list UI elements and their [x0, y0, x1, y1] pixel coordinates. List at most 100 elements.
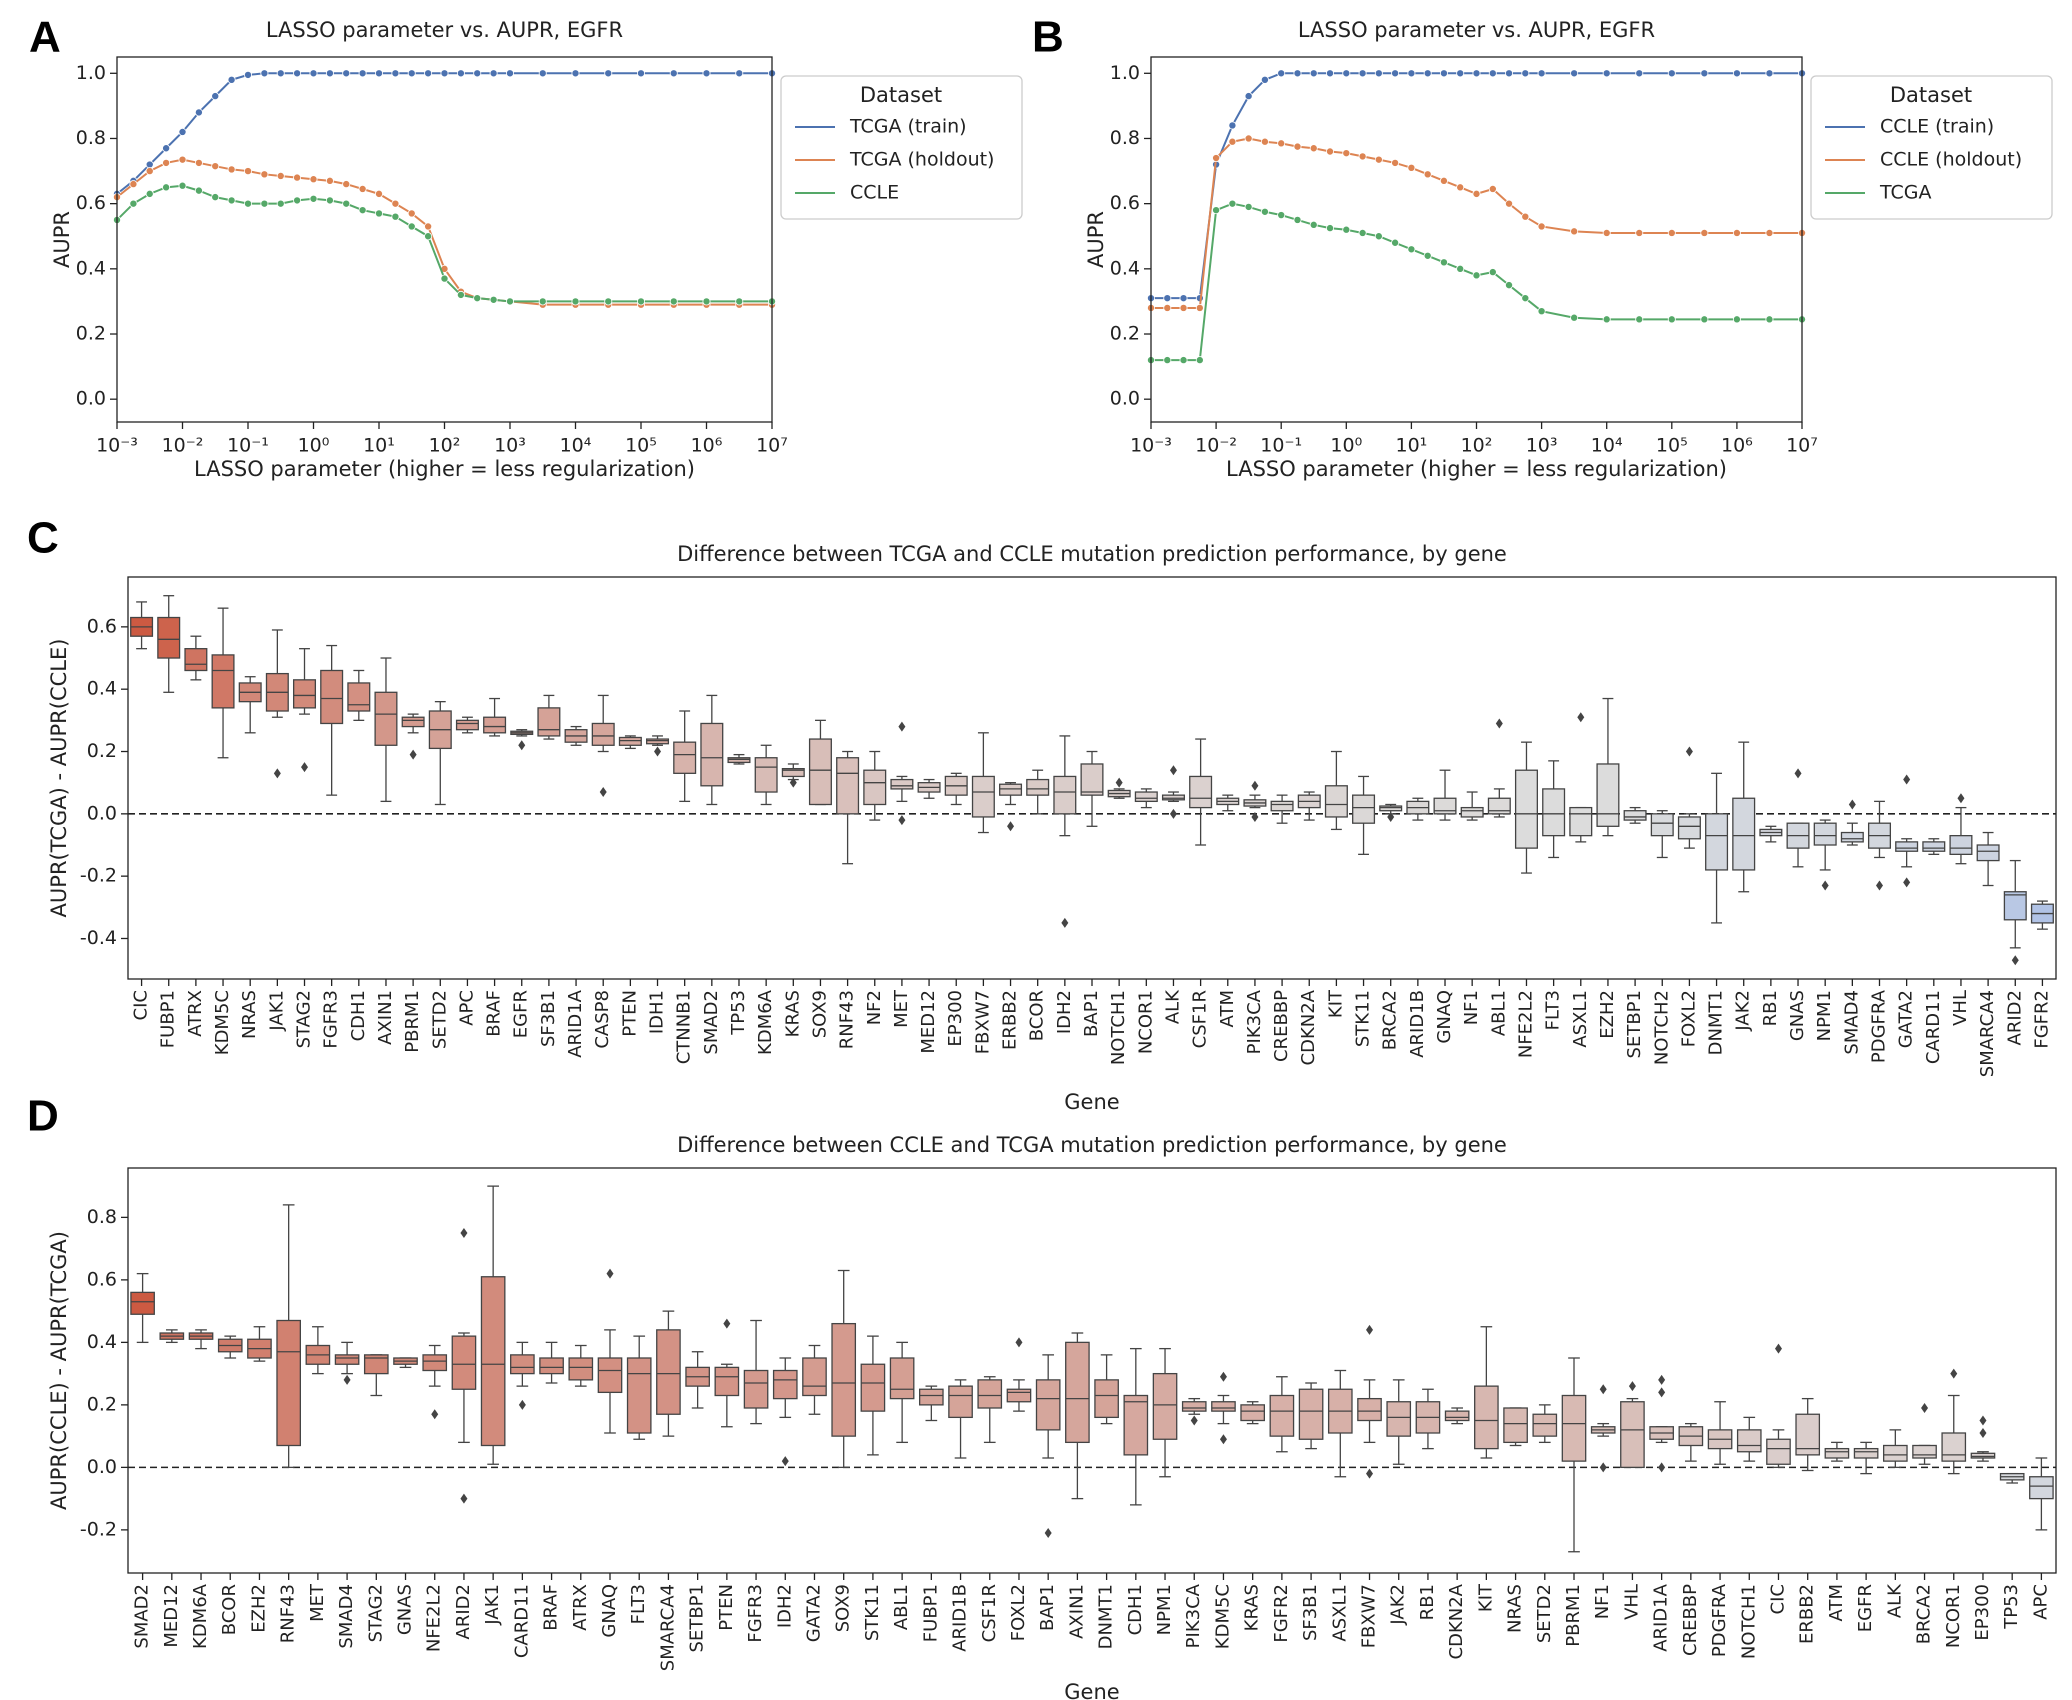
x-tick-label: 10⁷: [1786, 435, 1818, 457]
series-line: [1151, 137, 1802, 309]
series-point: [440, 69, 449, 78]
series-point: [735, 69, 744, 78]
series-point: [604, 69, 613, 78]
box: [772, 1369, 798, 1400]
series-point: [407, 69, 416, 78]
x-tick-label: DNMT1: [1706, 990, 1727, 1055]
chart-title: LASSO parameter vs. AUPR, EGFR: [1298, 18, 1655, 42]
series-point: [1342, 149, 1351, 158]
x-tick-label: VHL: [1621, 1584, 1642, 1620]
x-tick-label: EP300: [945, 990, 966, 1047]
series-point: [1456, 69, 1465, 78]
plot-frame: [127, 1167, 2057, 1574]
x-tick-label: KDM6A: [190, 1583, 211, 1649]
legend-label: CCLE (holdout): [1880, 149, 2022, 171]
x-tick-label: SETBP1: [687, 1584, 708, 1652]
y-tick-label: 0.8: [76, 127, 106, 149]
x-tick-label: ATM: [1217, 990, 1238, 1027]
outlier: [1366, 1468, 1374, 1479]
box: [1094, 1379, 1119, 1419]
series-point: [1358, 152, 1367, 161]
series-point: [604, 297, 613, 306]
panel-letter: A: [29, 13, 61, 62]
box: [1949, 835, 1973, 855]
x-tick-label: 10⁻¹: [1260, 435, 1302, 457]
box: [1433, 797, 1457, 815]
series-point: [1228, 137, 1237, 146]
y-tick-label: 0.4: [87, 1331, 117, 1353]
series-point: [1521, 294, 1530, 303]
box: [1766, 1438, 1791, 1465]
box: [1561, 1394, 1587, 1462]
box: [1240, 1404, 1266, 1422]
x-tick-label: VHL: [1950, 990, 1971, 1026]
legend-label: TCGA: [1879, 182, 1931, 204]
box: [1736, 1429, 1762, 1453]
outlier: [723, 1318, 731, 1329]
outlier: [1685, 746, 1693, 757]
box: [2003, 891, 2027, 921]
box: [537, 707, 561, 737]
x-tick-label: CARD11: [1923, 990, 1944, 1064]
legend-title: Dataset: [860, 83, 942, 107]
series-point: [1228, 199, 1237, 208]
series-point: [1488, 69, 1497, 78]
series-point: [1488, 184, 1497, 193]
x-tick-label: AXIN1: [1066, 1584, 1087, 1639]
x-tick-label: ARID1B: [950, 1584, 971, 1652]
series-point: [325, 176, 334, 185]
x-tick-label: STAG2: [365, 1584, 386, 1642]
outlier: [460, 1493, 468, 1504]
x-tick-label: SF3B1: [1300, 1584, 1321, 1641]
x-tick-label: PIK3CA: [1244, 989, 1265, 1054]
box: [1006, 1388, 1032, 1403]
x-tick-label: EGFR: [1855, 1584, 1876, 1632]
outlier: [1366, 1324, 1374, 1335]
outlier: [1219, 1434, 1227, 1445]
x-tick-label: FLT3: [628, 1584, 649, 1624]
box: [808, 738, 832, 806]
box: [1532, 1413, 1558, 1437]
box: [1882, 1444, 1908, 1462]
y-tick-label: 0.0: [76, 388, 106, 410]
series-point: [1635, 69, 1644, 78]
x-tick-label: CREBBP: [1271, 990, 1292, 1062]
x-tick-label: 10²: [429, 435, 461, 457]
outlier: [789, 777, 797, 788]
outlier: [343, 1374, 351, 1385]
outlier: [1774, 1343, 1782, 1354]
series-point: [374, 69, 383, 78]
x-tick-label: BRAF: [541, 1584, 562, 1631]
series-point: [505, 297, 514, 306]
box: [836, 757, 860, 815]
box: [1623, 810, 1647, 821]
x-tick-label: APC: [2030, 1584, 2051, 1620]
x-tick-label: 10⁵: [625, 435, 657, 457]
box: [646, 738, 670, 745]
outlier: [1007, 821, 1015, 832]
series-point: [1537, 222, 1546, 231]
series-point: [473, 69, 482, 78]
x-tick-label: ASXL1: [1570, 990, 1591, 1048]
box: [700, 722, 724, 787]
x-tick-label: FBXW7: [1359, 1584, 1380, 1648]
series-point: [1179, 303, 1188, 312]
x-axis-label: LASSO parameter (higher = less regulariz…: [1226, 457, 1727, 481]
box: [1386, 1401, 1412, 1437]
box: [597, 1357, 623, 1394]
box: [1053, 775, 1077, 815]
x-tick-label: ATRX: [570, 1584, 591, 1631]
series-point: [211, 193, 220, 202]
x-tick-label: KDM6A: [755, 989, 776, 1055]
x-tick-label: FOXL2: [1678, 990, 1699, 1047]
series-point: [1358, 228, 1367, 237]
x-tick-label: FLT3: [1543, 990, 1564, 1030]
series-line: [116, 158, 772, 306]
series-point: [1602, 228, 1611, 237]
outlier: [599, 787, 607, 798]
box: [802, 1357, 827, 1397]
outlier: [1251, 811, 1259, 822]
x-tick-label: FOXL2: [1008, 1584, 1029, 1641]
x-tick-label: IDH2: [774, 1584, 795, 1628]
box: [374, 691, 398, 746]
